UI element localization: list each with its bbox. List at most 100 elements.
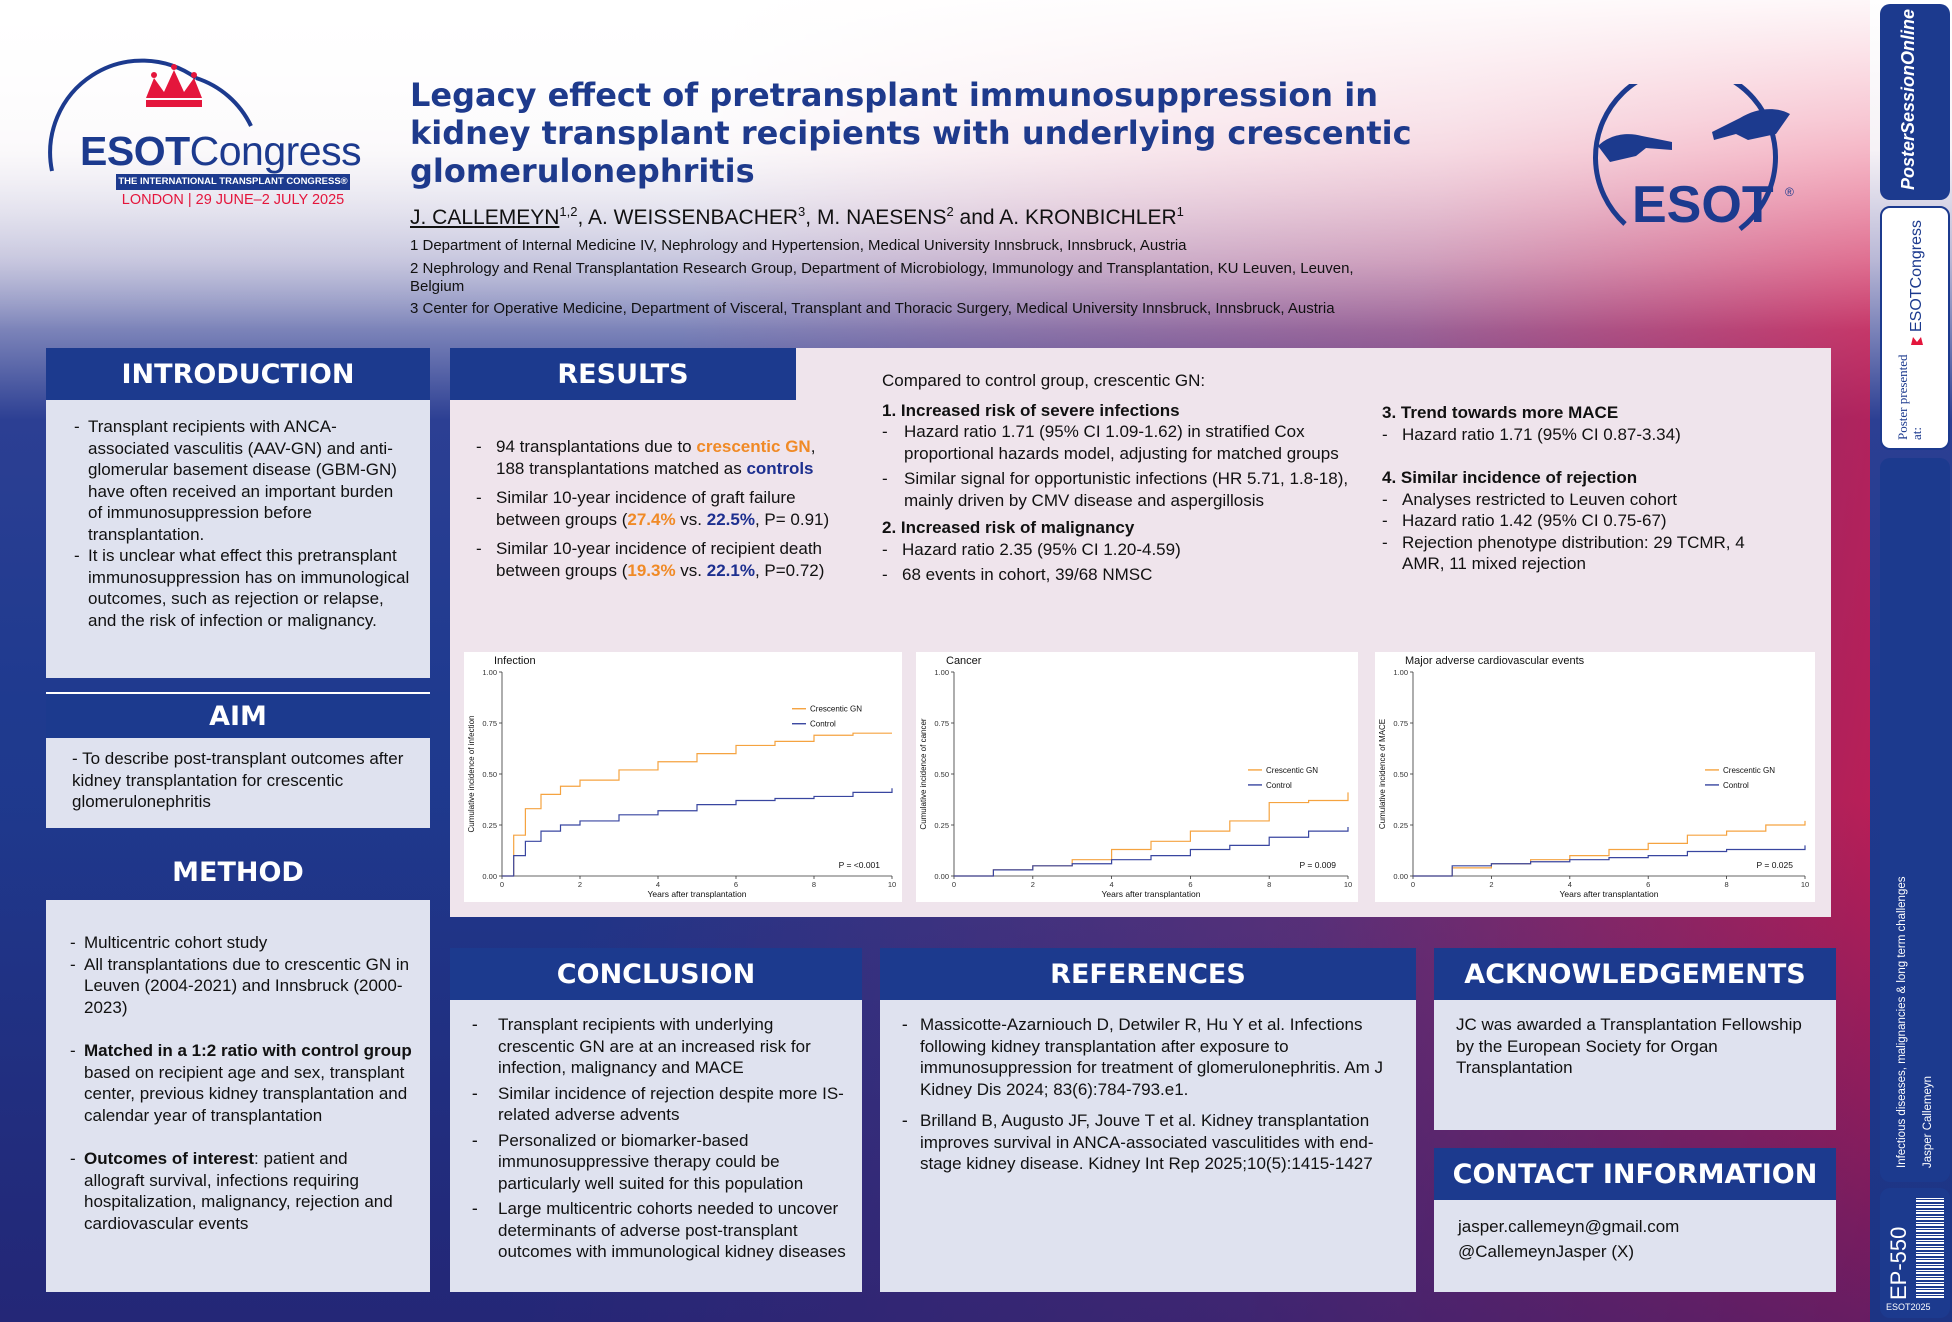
y-tick-label: 0.50 <box>934 770 949 779</box>
mace-chart-svg: Major adverse cardiovascular events0.000… <box>1378 655 1809 899</box>
author-name: M. NAESENS <box>816 206 947 229</box>
hands-icon <box>1598 109 1790 162</box>
finding-4-item: - Hazard ratio 1.42 (95% CI 0.75-67) <box>1382 511 1667 530</box>
cancer-chart-svg: Cancer 0.00 0.25 0.50 0.75 1.00 0 2 4 6 8 10 Years a… <box>919 655 1352 899</box>
y-tick-label: 0.75 <box>934 719 949 728</box>
r2-text-c: , P= 0.91) <box>754 509 830 529</box>
conclusion-item: -Similar incidence of rejection despite … <box>472 1083 846 1126</box>
poster-id-pill: EP-550 ESOT2025 <box>1880 1188 1950 1318</box>
acknowledgements-text: JC was awarded a Transplantation Fellows… <box>1456 1015 1802 1077</box>
r1-text-b: , 188 transplantations matched as <box>496 437 816 478</box>
finding-heading-4: 4. Similar incidence of rejection <box>1382 468 1638 487</box>
references-heading: REFERENCES <box>880 948 1416 1000</box>
poster-online-label: PosterSessionOnline <box>1898 8 1918 190</box>
x-tick-label: 6 <box>1188 880 1192 889</box>
acknowledgements-heading: ACKNOWLEDGEMENTS <box>1434 948 1836 1000</box>
p-value-label: P = 0.009 <box>1300 860 1337 870</box>
author-affiliation-mark: 1,2 <box>559 204 578 219</box>
r1-controls: controls <box>746 458 814 478</box>
r2-text-b: vs. <box>675 509 707 529</box>
r2-crescentic: 27.4% <box>627 509 676 529</box>
introduction-heading: INTRODUCTION <box>46 348 430 400</box>
author-name: A. WEISSENBACHER <box>587 206 799 229</box>
x-tick-label: 10 <box>888 880 896 889</box>
results-summary: -94 transplantations due to crescentic G… <box>476 436 846 581</box>
y-tick-label: 0.75 <box>482 719 497 728</box>
y-axis-label: Cumulative incidence of infection <box>467 716 476 833</box>
y-axis-label: Cumulative incidence of MACE <box>1378 719 1387 829</box>
y-tick-label: 0.50 <box>1393 770 1408 779</box>
chart-title: Infection <box>494 655 536 667</box>
method-item-match: Matched in a 1:2 ratio with control grou… <box>70 1040 412 1126</box>
legend-label: Control <box>1266 781 1292 790</box>
barcode-icon <box>1916 1196 1944 1298</box>
contact-box: jasper.callemeyn@gmail.com @CallemeynJas… <box>1434 1200 1836 1292</box>
finding-3-item: - Hazard ratio 1.71 (95% CI 0.87-3.34) <box>1382 424 1681 444</box>
reference-item: -Brilland B, Augusto JF, Jouve T et al. … <box>902 1110 1396 1175</box>
aim-text: - To describe post-transplant outcomes a… <box>72 749 404 811</box>
references-box: -Massicotte-Azarniouch D, Detwiler R, Hu… <box>880 1000 1416 1292</box>
finding-1-item: - Similar signal for opportunistic infect… <box>882 469 1349 510</box>
x-tick-label: 0 <box>1411 880 1415 889</box>
results-findings-right: 3. Trend towards more MACE - Hazard ratio… <box>1382 402 1782 575</box>
contact-email[interactable]: jasper.callemeyn@gmail.com <box>1458 1217 1680 1236</box>
finding-1-item: - Hazard ratio 1.71 (95% CI 1.09-1.62) in… <box>882 422 1339 463</box>
author-affiliation-mark: 1 <box>1176 204 1184 219</box>
x-tick-label: 10 <box>1344 880 1352 889</box>
series-line-control <box>954 827 1349 877</box>
esot-logo: ESOT ® <box>1580 64 1810 274</box>
introduction-item: Transplant recipients with ANCA-associat… <box>74 416 412 545</box>
r3-text-a: Similar 10-year incidence of recipient d… <box>496 539 823 580</box>
author-list: J. CALLEMEYN1,2, A. WEISSENBACHER3, M. N… <box>410 204 1184 230</box>
author-separator: , <box>577 206 588 229</box>
infection-chart: Infection 0.00 0.25 0.50 0.75 1.00 0 2 4 6 8 10 Year… <box>464 652 902 902</box>
legend-label: Crescentic GN <box>810 705 862 714</box>
method-heading: METHOD <box>172 856 304 888</box>
esot-logo-text: ESOT <box>1632 176 1774 234</box>
y-tick-label: 0.25 <box>482 821 497 830</box>
x-tick-label: 2 <box>578 880 582 889</box>
x-tick-label: 0 <box>500 880 504 889</box>
contact-handle[interactable]: @CallemeynJasper (X) <box>1458 1242 1634 1261</box>
author-separator: and <box>953 206 1000 229</box>
y-tick-label: 0.75 <box>1393 719 1408 728</box>
author-name: J. CALLEMEYN <box>410 206 560 229</box>
r1-crescentic: crescentic GN <box>696 437 811 456</box>
x-tick-label: 6 <box>1646 880 1650 889</box>
aim-box: - To describe post-transplant outcomes a… <box>46 738 430 828</box>
chart-title: Major adverse cardiovascular events <box>1405 655 1585 667</box>
x-axis-label: Years after transplantation <box>648 889 747 899</box>
x-tick-label: 8 <box>1725 880 1729 889</box>
series-line-crescentic-gn <box>954 792 1349 877</box>
conclusion-item: -Personalized or biomarker-based immunos… <box>472 1130 846 1195</box>
congress-name-bold: ESOT <box>80 128 190 174</box>
infection-chart-svg: Infection 0.00 0.25 0.50 0.75 1.00 0 2 4 6 8 10 Year… <box>467 655 896 899</box>
series-line-crescentic-gn <box>1413 820 1806 877</box>
author-name: A. KRONBICHLER <box>999 206 1177 229</box>
affiliation-3: 3 Center for Operative Medicine, Departm… <box>410 300 1335 317</box>
p-value-label: P = 0.025 <box>1757 860 1794 870</box>
p-value-label: P = <0.001 <box>839 860 881 870</box>
poster-id-label: EP-550 <box>1886 1226 1911 1300</box>
y-tick-label: 0.00 <box>934 872 949 881</box>
legend-label: Control <box>1723 781 1749 790</box>
conclusion-heading: CONCLUSION <box>450 948 862 1000</box>
legend-label: Crescentic GN <box>1723 766 1775 775</box>
results-summary-item: -94 transplantations due to crescentic G… <box>476 437 816 478</box>
conclusion-item: -Transplant recipients with underlying c… <box>472 1014 846 1079</box>
method-item-outcomes: Outcomes of interest: patient and allogr… <box>70 1148 412 1234</box>
author-label: Jasper Callemeyn <box>1922 1075 1934 1168</box>
introduction-box: Transplant recipients with ANCA-associat… <box>46 400 430 678</box>
y-tick-label: 0.50 <box>482 770 497 779</box>
x-tick-label: 4 <box>656 880 660 889</box>
method-item: All transplantations due to crescentic G… <box>70 954 412 1019</box>
compared-intro: Compared to control group, crescentic GN… <box>882 371 1206 390</box>
method-match-bold: Matched in a 1:2 ratio with control grou… <box>84 1041 412 1060</box>
poster-online-pill: PosterSessionOnline <box>1880 4 1950 200</box>
method-outcomes-bold: Outcomes of interest <box>84 1149 255 1168</box>
congress-name-light: Congress <box>189 128 362 174</box>
crown-small-icon <box>1910 334 1924 346</box>
poster-title: Legacy effect of pretransplant immunosup… <box>410 76 1412 190</box>
series-line-control <box>1413 845 1806 877</box>
y-axis-label: Cumulative incidence of cancer <box>919 718 928 830</box>
